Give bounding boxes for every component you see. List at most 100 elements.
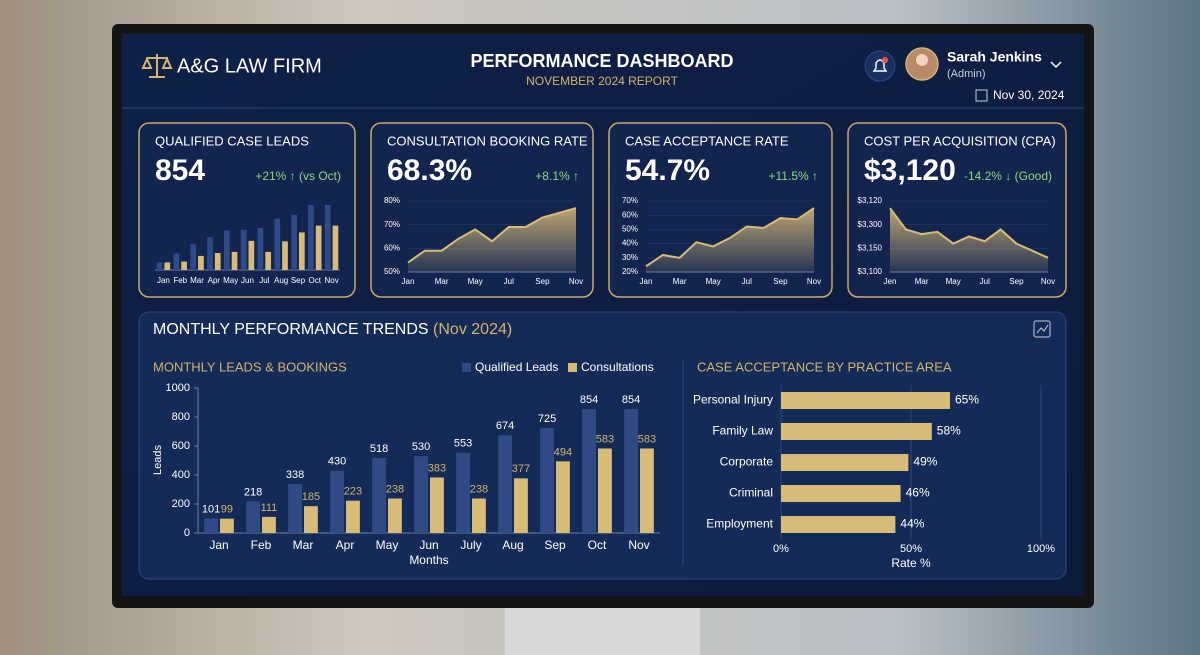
y-tick-label: 80% — [384, 196, 400, 205]
bar — [430, 477, 444, 533]
bar — [190, 244, 197, 270]
bar — [781, 516, 896, 533]
bar-value-label: 185 — [302, 491, 320, 503]
panel-heading: MONTHLY PERFORMANCE TRENDS (Nov 2024) — [153, 321, 512, 338]
avatar-face — [916, 54, 928, 66]
bar — [265, 251, 272, 270]
bar — [781, 485, 901, 502]
trend-icon[interactable] — [1033, 320, 1051, 338]
bar — [240, 229, 247, 270]
bar — [304, 506, 318, 533]
x-tick-label: May — [376, 538, 399, 552]
bar — [308, 205, 314, 270]
notification-dot — [882, 57, 888, 63]
bar — [514, 478, 528, 533]
bar-value-label: 238 — [470, 483, 488, 495]
kpi-change: +21% ↑ (vs Oct) — [255, 169, 341, 183]
bar — [498, 435, 512, 533]
bar-value-label: 377 — [512, 463, 530, 475]
x-tick-label: Jen — [884, 277, 897, 286]
bar — [248, 240, 255, 270]
y-tick-label: 800 — [172, 411, 190, 423]
kpi-title: COST PER ACQUISITION (CPA) — [864, 133, 1056, 148]
x-tick-label: Aug — [502, 538, 523, 552]
bar — [181, 261, 187, 270]
notification-button[interactable] — [864, 50, 896, 82]
x-tick-label: Feb — [173, 276, 187, 285]
bar — [156, 262, 163, 270]
bar-value-label: 111 — [261, 502, 278, 514]
y-tick-label: 50% — [384, 267, 400, 276]
x-tick-label: 50% — [900, 543, 922, 555]
kpi-title: QUALIFIED CASE LEADS — [155, 133, 309, 148]
bar — [315, 225, 322, 270]
report-date: Nov 30, 2024 — [993, 88, 1065, 102]
bar-value-label: 49% — [913, 455, 937, 469]
y-tick-label: 70% — [384, 220, 400, 229]
x-tick-label: Jul — [259, 276, 269, 285]
bar — [781, 454, 909, 471]
bar-value-label: 101 — [202, 503, 220, 515]
x-tick-label: Nov — [324, 276, 338, 285]
bar-value-label: 674 — [496, 420, 514, 432]
bar — [298, 232, 305, 270]
bar-value-label: 218 — [244, 486, 262, 498]
x-tick-label: Oct — [588, 538, 607, 552]
category-label: Criminal — [729, 486, 773, 500]
x-tick-label: Jan — [157, 276, 170, 285]
bar-value-label: 46% — [906, 486, 930, 500]
bar — [781, 423, 932, 440]
x-tick-label: Sep — [544, 538, 566, 552]
brand: A&G LAW FIRM — [177, 55, 322, 77]
bar — [262, 516, 276, 533]
bell-icon — [872, 59, 888, 72]
bar-value-label: 583 — [638, 433, 656, 445]
category-label: Family Law — [712, 424, 773, 438]
x-tick-label: Jan — [402, 277, 415, 286]
kpi-value: 68.3% — [387, 154, 472, 187]
line — [407, 207, 577, 264]
x-tick-label: Sep — [773, 277, 788, 286]
bar — [198, 255, 204, 270]
kpi-change: +11.5% ↑ — [769, 169, 818, 183]
x-tick-label: Oct — [309, 276, 322, 285]
line-area — [890, 208, 1048, 272]
x-tick-label: Nov — [628, 538, 649, 552]
panel-period: (Nov 2024) — [433, 321, 512, 338]
bar — [164, 262, 171, 270]
legend-label: Consultations — [581, 360, 654, 374]
y-tick-label: 30% — [622, 253, 638, 262]
bar — [781, 392, 950, 409]
bar — [204, 518, 218, 533]
bar — [456, 452, 470, 533]
kpi-card — [138, 122, 356, 298]
bar — [220, 518, 234, 533]
y-tick-label: $3,300 — [858, 220, 883, 229]
kpi-title: CASE ACCEPTANCE RATE — [625, 133, 789, 148]
x-tick-label: Aug — [274, 276, 288, 285]
user-menu-chevron[interactable] — [1050, 61, 1062, 69]
bar — [540, 427, 554, 533]
x-tick-label: Feb — [251, 538, 272, 552]
x-tick-label: Apr — [208, 276, 221, 285]
bar — [231, 251, 238, 270]
x-tick-label: Jan — [209, 538, 228, 552]
bar-value-label: 383 — [428, 462, 446, 474]
y-tick-label: 60% — [384, 243, 400, 252]
x-tick-label: July — [460, 538, 481, 552]
x-tick-label: Mar — [673, 277, 687, 286]
chart-title: MONTHLY LEADS & BOOKINGS — [153, 359, 347, 374]
bar — [372, 457, 386, 533]
kpi-change: +8.1% ↑ — [535, 169, 579, 183]
bar-value-label: 430 — [328, 456, 346, 468]
x-tick-label: Jun — [241, 276, 254, 285]
bar-value-label: 725 — [538, 413, 556, 425]
chart-title: CASE ACCEPTANCE BY PRACTICE AREA — [697, 359, 952, 374]
bar — [274, 218, 281, 270]
y-tick-label: $3,150 — [858, 243, 883, 252]
x-tick-label: Jul — [980, 277, 990, 286]
x-tick-label: Nov — [807, 277, 821, 286]
legend-swatch — [568, 363, 577, 372]
kpi-value: 54.7% — [625, 154, 710, 187]
bar — [257, 227, 264, 270]
